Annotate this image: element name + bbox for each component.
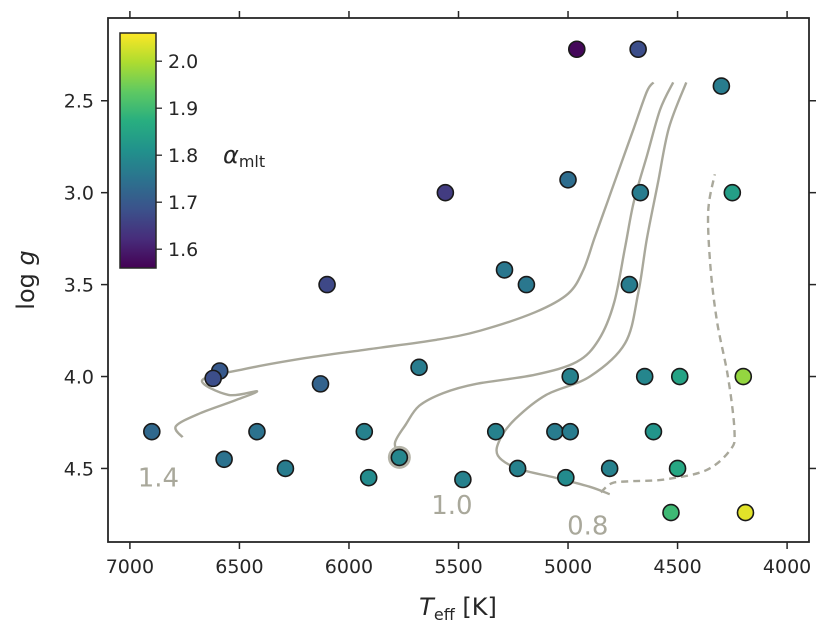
star-point	[561, 422, 580, 441]
star-point	[600, 459, 619, 478]
star-point	[662, 503, 680, 522]
star-point	[567, 40, 586, 59]
track-1-0	[393, 81, 675, 457]
colorbar-tick-label: 1.9	[168, 98, 198, 120]
colorbar-tick-label: 2.0	[168, 51, 198, 73]
x-tick-label: 5500	[434, 556, 482, 578]
track-1-4	[174, 81, 655, 438]
x-tick-label: 4500	[653, 556, 701, 578]
star-point	[620, 275, 639, 294]
star-point	[355, 422, 374, 441]
scatter-points	[143, 40, 755, 522]
star-point	[390, 448, 409, 467]
star-point	[454, 470, 472, 489]
star-point	[635, 367, 654, 386]
star-point	[559, 170, 577, 189]
track-dashed	[600, 174, 736, 494]
star-point	[631, 183, 650, 202]
star-point	[561, 367, 580, 386]
y-tick-label: 2.5	[64, 91, 94, 113]
star-point	[712, 77, 731, 95]
track-label-1-0: 1.0	[431, 491, 472, 521]
star-point	[557, 468, 575, 487]
star-point	[359, 468, 378, 487]
evolution-tracks: 1.4 1.0 0.8	[138, 81, 736, 541]
star-point	[215, 450, 233, 469]
star-point	[629, 40, 647, 59]
x-tick-label: 5000	[544, 556, 592, 578]
star-point	[436, 183, 455, 202]
y-axis-label: log g	[12, 250, 40, 309]
y-tick-label: 4.5	[64, 458, 94, 480]
star-point	[734, 367, 753, 386]
star-point	[318, 275, 336, 294]
track-0-8	[495, 81, 688, 496]
colorbar-tick-label: 1.8	[168, 145, 198, 167]
y-tick-label: 4.0	[64, 367, 94, 389]
colorbar-tick-label: 1.7	[168, 192, 198, 214]
star-point	[723, 183, 742, 202]
star-point	[276, 459, 295, 478]
star-point	[410, 358, 428, 377]
x-tick-label: 7000	[106, 556, 154, 578]
star-point	[736, 503, 755, 522]
star-point	[644, 422, 663, 441]
x-tick-label: 6000	[325, 556, 373, 578]
track-label-1-4: 1.4	[138, 464, 179, 494]
star-point	[495, 261, 514, 279]
colorbar-gradient	[119, 32, 157, 269]
colorbar-tick-label: 1.6	[168, 239, 198, 261]
star-point	[670, 367, 689, 386]
star-point	[248, 422, 266, 441]
track-label-0-8: 0.8	[567, 511, 608, 541]
star-point	[143, 422, 161, 441]
star-point	[517, 275, 536, 294]
x-axis-label: Teff [K]	[419, 593, 497, 624]
y-tick-label: 3.5	[64, 275, 94, 297]
star-point	[546, 422, 564, 441]
colorbar: 1.6 1.7 1.8 1.9 2.0 αmlt	[119, 32, 265, 269]
star-point	[311, 375, 330, 393]
plot-frame	[107, 17, 810, 543]
y-tick-label: 3.0	[64, 183, 94, 205]
star-point	[508, 459, 527, 478]
x-tick-label: 6500	[215, 556, 263, 578]
star-point	[486, 422, 505, 441]
star-point	[668, 459, 687, 478]
x-tick-label: 4000	[763, 556, 811, 578]
star-point	[204, 369, 222, 388]
axes: 7000 6500 6000 5500 5000 4500 4000 2.5 3.0 3.5 4.0…	[12, 11, 816, 624]
colorbar-label: αmlt	[223, 141, 265, 171]
